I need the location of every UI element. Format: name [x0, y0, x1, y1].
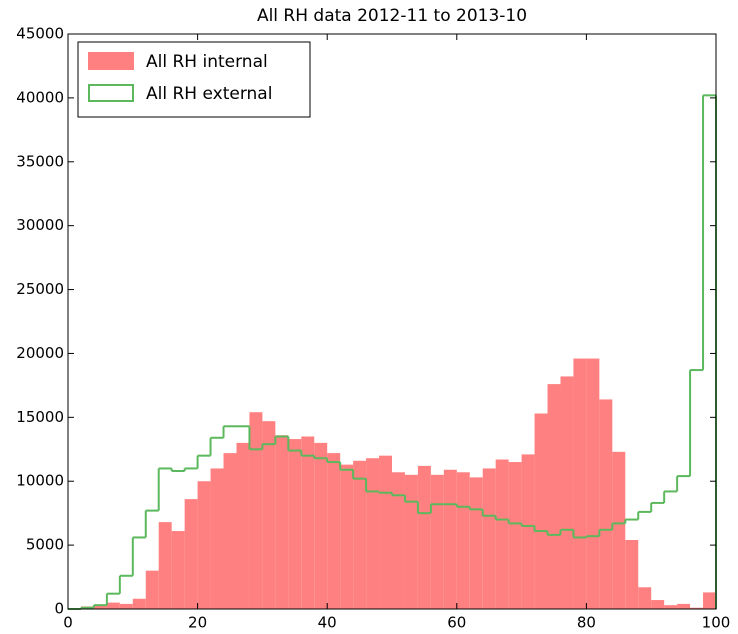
y-tick-label: 30000 — [16, 216, 64, 234]
bar — [664, 605, 678, 609]
x-tick-label: 40 — [318, 614, 337, 632]
bar — [236, 442, 250, 609]
x-tick-label: 100 — [702, 614, 731, 632]
x-tick-label: 0 — [63, 614, 73, 632]
bar — [132, 598, 146, 609]
bar — [197, 481, 211, 609]
bar — [690, 607, 704, 609]
bar — [93, 605, 107, 609]
y-tick-label: 10000 — [16, 472, 64, 490]
y-tick-label: 45000 — [16, 25, 64, 43]
bar — [327, 453, 341, 609]
bar — [392, 472, 405, 609]
y-tick-label: 20000 — [16, 344, 64, 362]
bar — [404, 474, 418, 609]
bar — [534, 413, 548, 609]
bar — [625, 540, 639, 609]
plot-frame — [67, 33, 717, 610]
x-tick-label: 20 — [188, 614, 207, 632]
bar — [184, 499, 198, 609]
legend-label: All RH external — [146, 84, 272, 104]
bar — [456, 472, 470, 609]
bar — [223, 453, 237, 609]
x-tick-label: 60 — [447, 614, 466, 632]
bar — [171, 531, 185, 609]
bar — [249, 412, 263, 609]
x-tick-label: 80 — [577, 614, 596, 632]
bar — [366, 458, 380, 609]
y-tick-label: 0 — [54, 600, 64, 618]
bar — [275, 435, 289, 609]
bar — [586, 358, 600, 609]
bar — [677, 603, 691, 609]
bar — [158, 522, 172, 609]
bar — [443, 469, 457, 609]
bar — [417, 465, 431, 609]
bar — [495, 459, 509, 609]
legend-label: All RH internal — [146, 52, 268, 72]
bar — [573, 358, 587, 609]
bar — [521, 454, 535, 609]
bar — [145, 570, 159, 609]
bar — [301, 436, 315, 609]
bar — [288, 439, 302, 609]
bar — [262, 421, 276, 609]
y-tick-label: 35000 — [16, 152, 64, 170]
bar — [469, 477, 483, 609]
y-tick-label: 25000 — [16, 280, 64, 298]
bar — [353, 460, 367, 609]
y-tick-label: 5000 — [26, 536, 64, 554]
bar — [651, 600, 665, 609]
y-tick-label: 40000 — [16, 88, 64, 106]
bar — [638, 587, 652, 609]
bar — [340, 464, 354, 609]
bar — [210, 468, 224, 609]
bar — [547, 384, 561, 609]
bar — [508, 462, 522, 609]
bar — [430, 474, 444, 609]
bar — [599, 399, 613, 609]
bar — [612, 451, 626, 609]
bar — [482, 468, 496, 609]
chart-title: All RH data 2012-11 to 2013-10 — [257, 6, 527, 26]
y-tick-label: 15000 — [16, 408, 64, 426]
legend-swatch — [88, 52, 134, 70]
bar — [379, 455, 392, 609]
legend-swatch — [88, 84, 134, 102]
bar — [703, 592, 716, 609]
bar — [314, 442, 328, 609]
bar — [119, 603, 133, 609]
bar — [106, 602, 120, 609]
bar — [560, 376, 574, 609]
